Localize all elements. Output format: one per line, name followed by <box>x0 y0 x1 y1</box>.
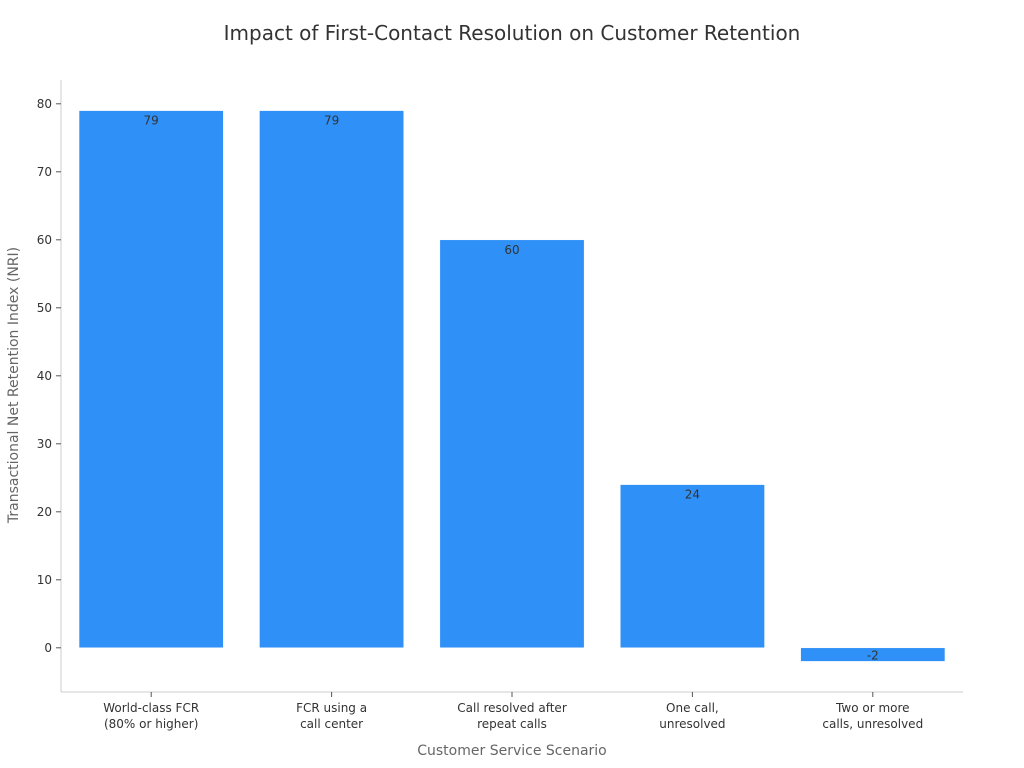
plot-area: 79 79 60 24 -2 <box>78 110 946 662</box>
bar-value-label: 60 <box>504 243 519 257</box>
y-tick-label: 0 <box>44 641 52 655</box>
y-tick-label: 80 <box>37 97 52 111</box>
x-tick-label: FCR using a <box>296 701 367 715</box>
bar <box>800 647 946 662</box>
y-tick-label: 30 <box>37 437 52 451</box>
bar <box>78 110 224 649</box>
bar-value-label: 79 <box>144 114 159 128</box>
bar-value-label: 79 <box>324 114 339 128</box>
bar-value-label: -2 <box>867 648 879 662</box>
y-tick-label: 10 <box>37 573 52 587</box>
x-axis-ticks: World-class FCR (80% or higher) FCR using … <box>103 692 923 731</box>
x-tick-label: call center <box>300 717 363 731</box>
y-tick-label: 70 <box>37 165 52 179</box>
y-axis-label: Transactional Net Retention Index (NRI) <box>6 247 22 524</box>
x-tick-label: World-class FCR <box>103 701 199 715</box>
y-tick-label: 50 <box>37 301 52 315</box>
bar <box>259 110 405 649</box>
x-tick-label: Call resolved after <box>457 701 567 715</box>
bar <box>619 484 765 649</box>
x-tick-label: unresolved <box>659 717 725 731</box>
x-tick-label: repeat calls <box>477 717 547 731</box>
y-axis-ticks: 0 10 20 30 40 50 60 70 80 <box>37 97 61 655</box>
bar <box>439 239 585 649</box>
x-tick-label: One call, <box>666 701 719 715</box>
x-axis-label: Customer Service Scenario <box>417 743 607 759</box>
x-tick-label: Two or more <box>835 701 910 715</box>
bar-value-label: 24 <box>685 488 700 502</box>
y-tick-label: 60 <box>37 233 52 247</box>
y-tick-label: 20 <box>37 505 52 519</box>
x-tick-label: (80% or higher) <box>104 717 198 731</box>
x-tick-label: calls, unresolved <box>822 717 923 731</box>
chart-title: Impact of First-Contact Resolution on Cu… <box>224 21 801 45</box>
y-tick-label: 40 <box>37 369 52 383</box>
